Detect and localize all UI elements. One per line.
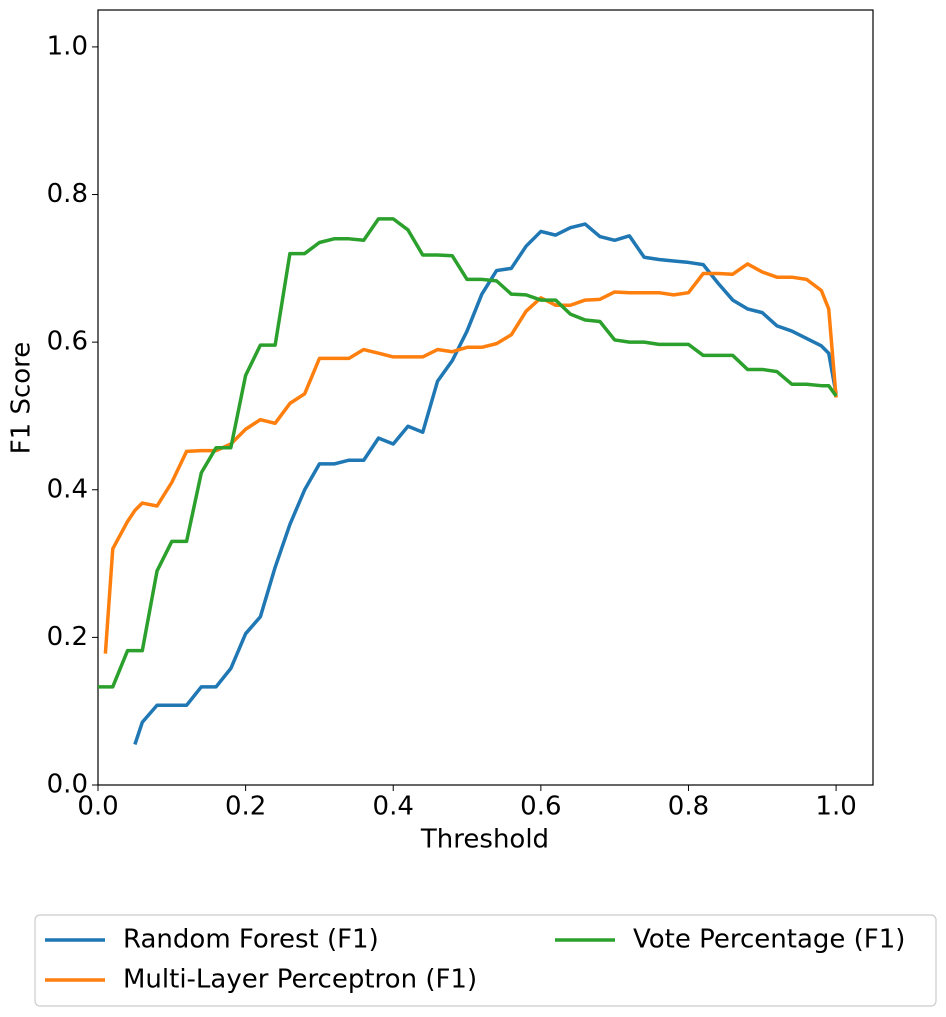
x-tick-label: 1.0 <box>815 792 856 822</box>
x-tick-label: 0.8 <box>668 792 709 822</box>
x-tick-label: 0.2 <box>225 792 266 822</box>
legend <box>34 914 937 1007</box>
legend-label: Random Forest (F1) <box>123 925 379 955</box>
x-tick-label: 0.6 <box>520 792 561 822</box>
y-tick-label: 0.0 <box>47 770 88 800</box>
x-tick-label: 0.0 <box>77 792 118 822</box>
series-line <box>98 217 838 689</box>
legend-label: Vote Percentage (F1) <box>633 925 905 955</box>
x-axis-label: Threshold <box>420 825 549 855</box>
y-axis-label: F1 Score <box>7 342 37 455</box>
legend-label: Multi-Layer Perceptron (F1) <box>123 965 477 995</box>
y-tick-label: 0.6 <box>47 327 88 357</box>
series-line <box>133 222 838 745</box>
y-tick-label: 0.4 <box>47 474 88 504</box>
y-tick-label: 0.2 <box>47 622 88 652</box>
x-tick-label: 0.4 <box>373 792 414 822</box>
y-tick-label: 1.0 <box>47 31 88 61</box>
plot-frame <box>97 9 874 786</box>
series-line <box>103 262 838 654</box>
y-tick-label: 0.8 <box>47 179 88 209</box>
